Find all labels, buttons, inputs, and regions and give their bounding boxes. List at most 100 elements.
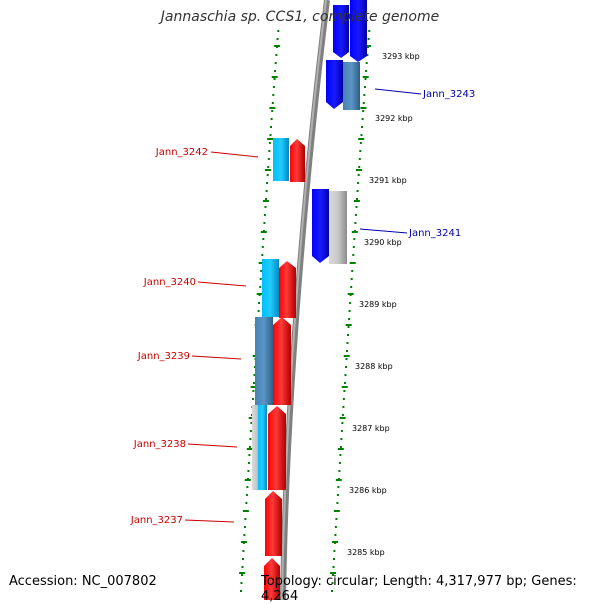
tick-dot xyxy=(367,38,370,40)
scale-label: 3290 kbp xyxy=(364,238,402,247)
gene-jann3238-lightblue xyxy=(258,405,267,490)
tick-major xyxy=(349,262,356,264)
gene-label-jann3240: Jann_3240 xyxy=(143,277,196,288)
tick-dot xyxy=(368,30,371,32)
tick-dot xyxy=(265,198,267,200)
tick-dot xyxy=(343,390,346,392)
leader-jann3240 xyxy=(197,281,247,287)
tick-dot xyxy=(249,438,252,440)
tick-dot xyxy=(269,134,272,136)
tick-dot xyxy=(258,302,261,304)
tick-dot xyxy=(364,78,367,80)
tick-dot xyxy=(268,150,271,152)
tick-dot xyxy=(270,126,272,128)
tick-dot xyxy=(348,318,351,320)
genome-backbone-highlight xyxy=(281,0,327,601)
tick-dot xyxy=(271,102,274,104)
tick-major xyxy=(246,448,253,450)
tick-major xyxy=(339,417,346,419)
tick-dot xyxy=(341,414,344,416)
tick-dot xyxy=(248,454,251,456)
tick-dot xyxy=(344,374,347,376)
tick-dot xyxy=(336,502,339,504)
tick-dot xyxy=(362,110,365,112)
gene-red-bottom xyxy=(264,558,280,600)
gene-label-jann3237: Jann_3237 xyxy=(130,515,183,526)
tick-dot xyxy=(342,398,345,400)
tick-dot xyxy=(361,126,363,128)
scale-label: 3291 kbp xyxy=(369,176,407,185)
gene-jann3239-red xyxy=(273,317,291,405)
leader-jann3243 xyxy=(374,88,422,95)
gene-blue xyxy=(333,5,349,58)
tick-major xyxy=(256,293,263,295)
tick-dot xyxy=(270,118,273,120)
tick-dot xyxy=(247,462,250,464)
tick-dot xyxy=(259,286,262,288)
scale-labels: 3293 kbp 3292 kbp 3291 kbp 3290 kbp 3289… xyxy=(347,52,420,557)
gene-label-jann3238: Jann_3238 xyxy=(133,439,186,450)
tick-dot xyxy=(355,206,358,208)
tick-dot xyxy=(334,534,337,536)
tick-major xyxy=(258,262,265,264)
tick-dot xyxy=(346,350,348,352)
tick-dot xyxy=(261,246,264,248)
tick-dot xyxy=(271,110,274,112)
tick-dot xyxy=(250,414,253,416)
scale-label: 3293 kbp xyxy=(382,52,420,61)
tick-dot xyxy=(344,382,346,384)
tick-dot xyxy=(341,422,344,424)
tick-dot xyxy=(340,438,343,440)
tick-dot xyxy=(359,142,362,144)
tick-dot xyxy=(342,406,345,408)
gene-jann3240-red xyxy=(279,261,296,318)
gene-jann3239-steel xyxy=(255,317,273,405)
tick-major xyxy=(267,138,274,140)
tick-dot xyxy=(358,166,361,168)
tick-dot xyxy=(357,174,360,176)
tick-dot xyxy=(339,454,342,456)
tick-dot xyxy=(345,366,347,368)
tick-dot xyxy=(276,38,279,40)
tick-dot xyxy=(331,590,333,592)
tick-dot xyxy=(333,558,335,560)
tick-major xyxy=(260,231,267,233)
tick-dot xyxy=(248,446,251,448)
scale-label: 3292 kbp xyxy=(375,114,413,123)
scale-label: 3286 kbp xyxy=(349,486,387,495)
tick-major xyxy=(343,355,350,357)
tick-dot xyxy=(275,54,278,56)
tick-dot xyxy=(243,526,246,528)
tick-dot xyxy=(340,430,343,432)
gene-jann3238-gray xyxy=(252,405,261,490)
tick-dot xyxy=(336,494,339,496)
gene-label-jann3242: Jann_3242 xyxy=(155,147,208,158)
tick-dot xyxy=(357,182,360,184)
tick-dot xyxy=(251,398,254,400)
tick-dot xyxy=(257,310,260,312)
tick-dot xyxy=(274,62,277,64)
tick-dot xyxy=(349,302,352,304)
tick-dot xyxy=(332,566,335,568)
tick-dot xyxy=(363,86,366,88)
map-title: Jannaschia sp. CCS1, complete genome xyxy=(160,9,440,25)
tick-dot xyxy=(264,206,267,208)
tick-major xyxy=(262,200,269,202)
tick-dot xyxy=(350,286,353,288)
tick-major xyxy=(265,169,271,171)
tick-major xyxy=(248,417,255,419)
tick-dot xyxy=(277,30,280,32)
tick-dot xyxy=(241,566,244,568)
tick-dot xyxy=(356,190,359,192)
tick-dot xyxy=(265,190,268,192)
tick-major xyxy=(353,200,360,202)
tick-dot xyxy=(353,238,356,240)
tick-major xyxy=(362,76,369,78)
tick-dot xyxy=(337,486,340,488)
tick-dot xyxy=(359,150,362,152)
tick-major xyxy=(271,76,278,78)
tick-dot xyxy=(245,502,248,504)
accession-text: Accession: NC_007802 xyxy=(9,574,157,589)
